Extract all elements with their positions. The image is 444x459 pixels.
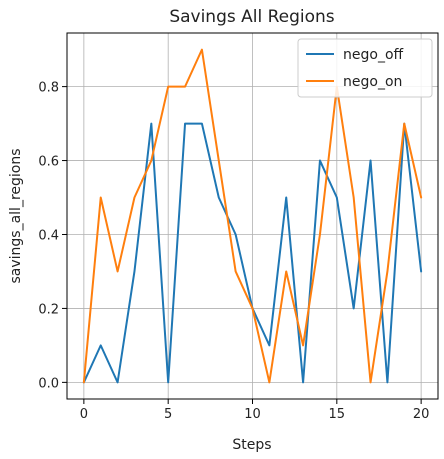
y-tick-label: 0.0 (38, 376, 59, 391)
legend-label-nego_off: nego_off (343, 47, 404, 63)
y-axis-label: savings_all_regions (8, 148, 24, 283)
x-tick-label: 5 (164, 407, 172, 422)
y-tick-label: 0.2 (38, 302, 59, 317)
legend-label-nego_on: nego_on (343, 74, 402, 90)
x-tick-label: 20 (413, 407, 430, 422)
y-tick-label: 0.4 (38, 228, 59, 243)
legend: nego_off nego_on (298, 39, 432, 97)
y-tick-label: 0.8 (38, 81, 59, 96)
x-tick-label: 0 (80, 407, 88, 422)
x-axis-label: Steps (232, 437, 271, 453)
x-tick-label: 15 (329, 407, 346, 422)
chart-title: Savings All Regions (169, 7, 334, 27)
y-tick-label: 0.6 (38, 155, 59, 170)
x-tick-label: 10 (244, 407, 261, 422)
